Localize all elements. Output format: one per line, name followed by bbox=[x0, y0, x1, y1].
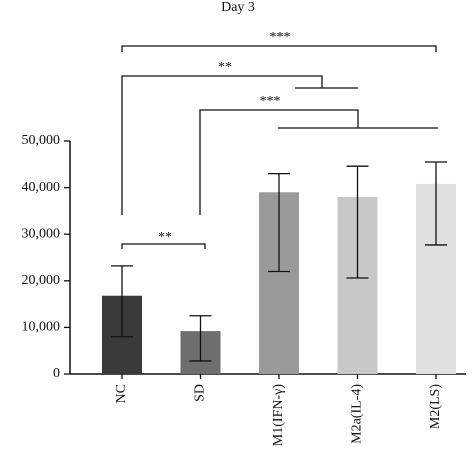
error-bar bbox=[189, 315, 212, 362]
annotation: ** bbox=[158, 230, 172, 245]
x-tick-label: M1(IFN-γ) bbox=[271, 384, 286, 447]
y-tick-label: 50,000 bbox=[22, 133, 61, 148]
bracket bbox=[121, 75, 358, 215]
bracket bbox=[199, 109, 438, 215]
x-tick-label: M2(LS) bbox=[428, 384, 443, 429]
chart-title: Day 3 bbox=[221, 0, 255, 15]
bracket bbox=[121, 243, 206, 249]
y-tick-label: 30,000 bbox=[22, 226, 61, 241]
error-bar bbox=[111, 265, 133, 338]
annotation: ** bbox=[218, 60, 232, 75]
x-tick-label: M2a(IL-4) bbox=[350, 384, 365, 444]
y-tick-label: 20,000 bbox=[22, 273, 61, 288]
error-bar bbox=[425, 161, 447, 246]
error-bar bbox=[346, 165, 369, 279]
error-bar bbox=[268, 172, 290, 273]
y-tick-label: 40,000 bbox=[22, 180, 61, 195]
y-tick-label: 0 bbox=[53, 366, 60, 381]
x-tick-label: NC bbox=[114, 384, 129, 403]
significance-brackets bbox=[121, 45, 438, 249]
annotation: *** bbox=[270, 30, 291, 45]
annotation: *** bbox=[260, 94, 281, 109]
y-tick-label: 10,000 bbox=[22, 320, 61, 335]
x-tick-label: SD bbox=[193, 384, 208, 402]
bracket bbox=[121, 45, 437, 52]
